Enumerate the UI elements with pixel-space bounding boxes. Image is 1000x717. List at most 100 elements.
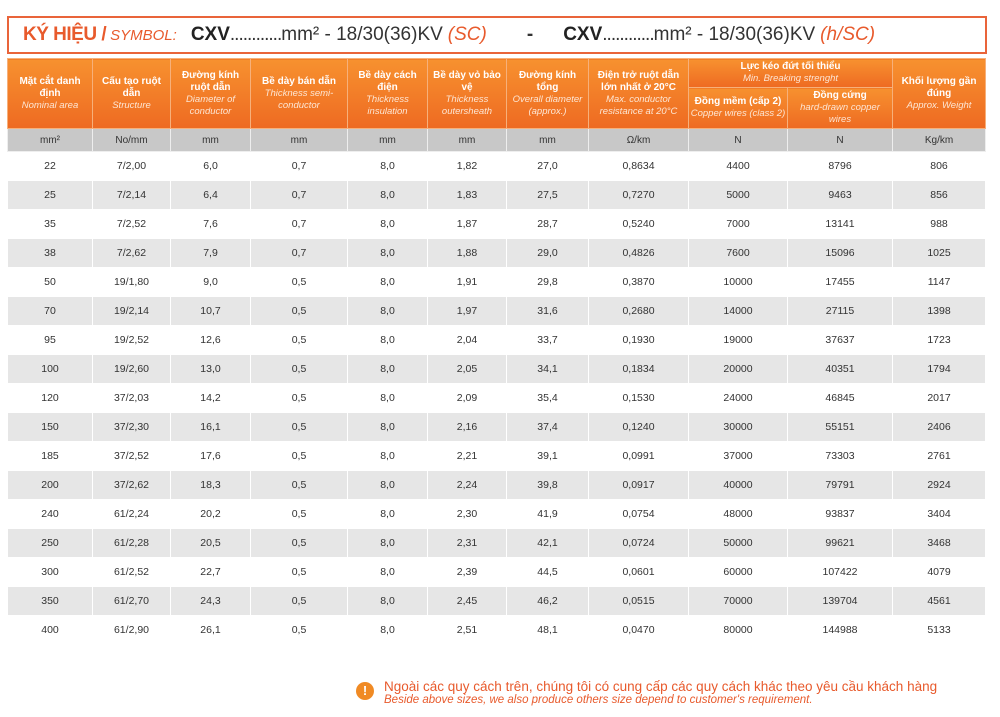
table-cell: 19/2,14 [92, 296, 171, 326]
table-cell: 0,7270 [588, 180, 689, 210]
header-en: Nominal area [21, 99, 79, 111]
table-cell: 0,5 [250, 296, 348, 326]
symbol-separator: - [526, 24, 534, 45]
table-cell: 4400 [688, 151, 788, 181]
table-cell: 24,3 [170, 586, 251, 616]
table-cell: 0,7 [250, 209, 348, 239]
table-cell: 1398 [892, 296, 987, 326]
table-cell: 8,0 [347, 557, 428, 587]
table-cell: 20,2 [170, 499, 251, 529]
symbol-spec-2: mm² - 18/30(36)KV [653, 24, 816, 45]
note-vi: Ngoài các quy cách trên, chúng tôi có cu… [384, 679, 938, 694]
exclamation-icon: ! [356, 682, 374, 700]
table-cell: 37/2,03 [92, 383, 171, 413]
table-cell: 7/2,14 [92, 180, 171, 210]
header-vi: Cấu tạo ruột dẫn [102, 75, 161, 99]
symbol-dots-1: ............ [229, 24, 282, 45]
table-cell: 0,5 [250, 557, 348, 587]
table-cell: 240 [7, 499, 93, 529]
table-row: 25 7/2,14 6,4 0,7 8,0 1,83 27,5 0,7270 5000 9463 8… [7, 180, 987, 210]
table-cell: 0,1530 [588, 383, 689, 413]
table-cell: 93837 [786, 499, 894, 529]
table-cell: 26,1 [170, 615, 251, 645]
table-cell: 46845 [786, 383, 894, 413]
table-cell: 7/2,62 [92, 238, 171, 268]
unit-cell: mm² [7, 128, 93, 152]
table-cell: 0,5 [250, 412, 348, 442]
table-cell: 0,3870 [588, 267, 689, 297]
table-cell: 50 [7, 267, 93, 297]
table-cell: 35,4 [506, 383, 589, 413]
table-cell: 16,1 [170, 412, 251, 442]
table-cell: 3404 [892, 499, 987, 529]
table-cell: 5000 [688, 180, 788, 210]
table-cell: 13,0 [170, 354, 251, 384]
table-cell: 0,5 [250, 325, 348, 355]
table-cell: 1,82 [427, 151, 507, 181]
table-cell: 0,0470 [588, 615, 689, 645]
table-cell: 35 [7, 209, 93, 239]
column-header: Bề dày vỏ bảo vệ Thickness outersheath [427, 58, 507, 129]
table-cell: 18,3 [170, 470, 251, 500]
table-cell: 60000 [688, 557, 788, 587]
table-cell: 7/2,00 [92, 151, 171, 181]
symbol-label-en: SYMBOL: [110, 26, 177, 44]
table-cell: 2,30 [427, 499, 507, 529]
table-cell: 200 [7, 470, 93, 500]
table-cell: 2,51 [427, 615, 507, 645]
table-cell: 856 [892, 180, 987, 210]
table-cell: 0,0917 [588, 470, 689, 500]
table-cell: 29,0 [506, 238, 589, 268]
table-cell: 0,8634 [588, 151, 689, 181]
table-cell: 0,5 [250, 499, 348, 529]
table-cell: 0,5240 [588, 209, 689, 239]
table-row: 150 37/2,30 16,1 0,5 8,0 2,16 37,4 0,1240 30000 5… [7, 412, 987, 442]
table-cell: 34,1 [506, 354, 589, 384]
table-cell: 2924 [892, 470, 987, 500]
table-cell: 0,1834 [588, 354, 689, 384]
table-cell: 10,7 [170, 296, 251, 326]
table-cell: 19/2,52 [92, 325, 171, 355]
table-cell: 1147 [892, 267, 987, 297]
table-cell: 0,0601 [588, 557, 689, 587]
table-cell: 61/2,52 [92, 557, 171, 587]
table-cell: 2,21 [427, 441, 507, 471]
header-vi: Đường kính tổng [518, 69, 577, 93]
table-row: 35 7/2,52 7,6 0,7 8,0 1,87 28,7 0,5240 7000 13141… [7, 209, 987, 239]
column-header: Bề dày cách điện Thickness insulation [347, 58, 428, 129]
table-cell: 2017 [892, 383, 987, 413]
column-header: Mặt cắt danh định Nominal area [7, 58, 93, 129]
table-cell: 30000 [688, 412, 788, 442]
table-cell: 7/2,52 [92, 209, 171, 239]
table-cell: 100 [7, 354, 93, 384]
table-cell: 2,24 [427, 470, 507, 500]
table-cell: 44,5 [506, 557, 589, 587]
symbol-spec-1: mm² - 18/30(36)KV [281, 24, 443, 45]
table-row: 22 7/2,00 6,0 0,7 8,0 1,82 27,0 0,8634 4400 8796 8… [7, 151, 987, 181]
table-cell: 2,09 [427, 383, 507, 413]
column-header: Điện trở ruột dẫn lớn nhất ở 20°C Max. co… [588, 58, 689, 129]
symbol-code-2: CXV [563, 24, 603, 45]
table-cell: 2,45 [427, 586, 507, 616]
header-vi: Bề dày bán dẫn [262, 75, 336, 87]
header-en: Min. Breaking strenght [742, 73, 839, 84]
table-cell: 2,31 [427, 528, 507, 558]
table-cell: 27,5 [506, 180, 589, 210]
table-row: 50 19/1,80 9,0 0,5 8,0 1,91 29,8 0,3870 10000 174… [7, 267, 987, 297]
table-cell: 8,0 [347, 238, 428, 268]
table-cell: 2,05 [427, 354, 507, 384]
table-cell: 48000 [688, 499, 788, 529]
table-cell: 9,0 [170, 267, 251, 297]
table-cell: 15096 [786, 238, 894, 268]
table-cell: 806 [892, 151, 987, 181]
header-en: Thickness outersheath [441, 93, 493, 117]
header-en: Thickness insulation [366, 93, 409, 117]
header-en: Structure [112, 99, 151, 111]
unit-cell: N [786, 128, 894, 152]
table-cell: 38 [7, 238, 93, 268]
table-cell: 61/2,24 [92, 499, 171, 529]
table-cell: 7000 [688, 209, 788, 239]
unit-cell: mm [506, 128, 589, 152]
table-cell: 22,7 [170, 557, 251, 587]
table-cell: 3468 [892, 528, 987, 558]
